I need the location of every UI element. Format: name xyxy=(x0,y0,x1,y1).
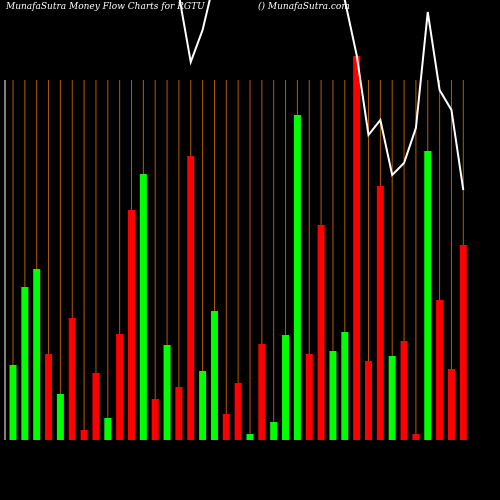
bar xyxy=(282,335,290,440)
bar xyxy=(45,354,53,440)
bar xyxy=(246,434,254,440)
bar xyxy=(21,287,29,440)
bar xyxy=(388,356,396,440)
bar xyxy=(80,430,88,440)
bar xyxy=(305,354,313,440)
bar xyxy=(222,414,230,440)
bar xyxy=(258,344,266,440)
bar xyxy=(104,418,112,440)
bar xyxy=(163,345,171,440)
bar xyxy=(447,369,455,440)
bar xyxy=(139,174,147,440)
bar xyxy=(116,334,124,440)
bar xyxy=(329,351,337,440)
bar xyxy=(341,332,349,440)
bar xyxy=(270,422,278,440)
bar xyxy=(175,387,183,440)
bar xyxy=(459,245,467,440)
bar xyxy=(293,115,301,440)
money-flow-line xyxy=(178,0,465,191)
bar xyxy=(199,371,207,440)
bar xyxy=(376,186,384,440)
bar xyxy=(56,394,64,440)
bar xyxy=(424,151,432,440)
bar xyxy=(317,225,325,440)
bar xyxy=(412,434,420,440)
bar xyxy=(436,300,444,440)
bar xyxy=(365,361,372,440)
bar xyxy=(151,399,159,440)
bar xyxy=(353,56,361,440)
bar xyxy=(128,210,135,440)
bar xyxy=(33,269,41,440)
bar xyxy=(210,311,218,440)
bar xyxy=(234,383,242,440)
bar xyxy=(68,318,76,440)
bar xyxy=(9,365,17,440)
bar xyxy=(92,373,100,440)
bar xyxy=(187,156,195,440)
chart-subtitle: () MunafaSutra.com xyxy=(258,1,350,12)
bar xyxy=(400,341,408,440)
chart-title: MunafaSutra Money Flow Charts for RGTU xyxy=(5,2,205,12)
